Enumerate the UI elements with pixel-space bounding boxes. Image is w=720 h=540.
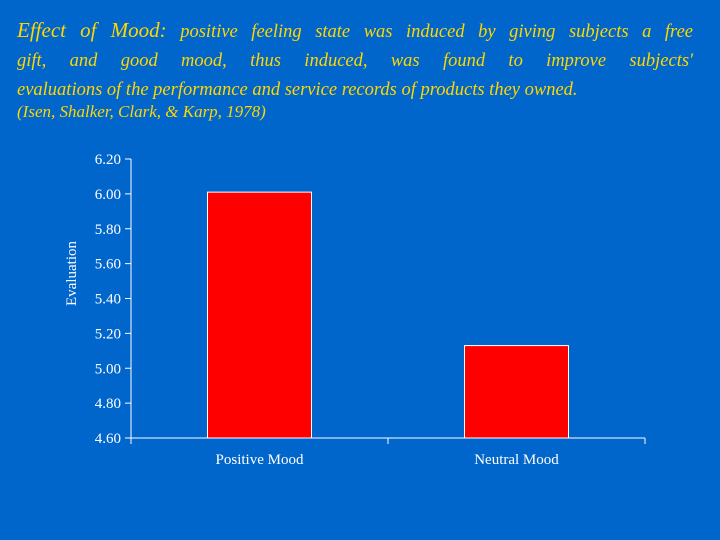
y-tick-label: 4.60 bbox=[95, 431, 121, 447]
y-tick-label: 5.60 bbox=[95, 257, 121, 273]
bar-positive-mood bbox=[207, 191, 312, 439]
y-tick-label: 5.80 bbox=[95, 222, 121, 238]
y-tick-label: 6.20 bbox=[95, 152, 121, 168]
y-tick-label: 5.00 bbox=[95, 361, 121, 377]
heading-line-3: evaluations of the performance and servi… bbox=[17, 80, 578, 100]
heading-body-1: positive feeling state was induced by gi… bbox=[166, 22, 693, 42]
y-tick-label: 5.40 bbox=[95, 292, 121, 308]
heading-lead: Effect of Mood: bbox=[17, 18, 167, 42]
citation: (Isen, Shalker, Clark, & Karp, 1978) bbox=[17, 102, 266, 121]
x-tick-label: Positive Mood bbox=[216, 452, 304, 468]
y-tick-label: 4.80 bbox=[95, 396, 121, 412]
bar-neutral-mood bbox=[464, 345, 569, 439]
x-tick-label: Neutral Mood bbox=[474, 452, 559, 468]
y-ticks-group: 4.60 4.80 5.00 5.20 5.40 5.60 5.80 6.00 6.20 bbox=[95, 152, 131, 447]
heading-line-2: gift, and good mood, thus induced, was f… bbox=[17, 51, 693, 71]
heading-line-1: Effect of Mood: positive feeling state w… bbox=[17, 16, 693, 47]
x-ticks-group: Positive Mood Neutral Mood bbox=[130, 438, 646, 468]
y-tick-label: 5.20 bbox=[95, 326, 121, 342]
bars-group bbox=[207, 191, 569, 439]
y-axis-label: Evaluation bbox=[64, 241, 80, 306]
y-tick-label: 6.00 bbox=[95, 187, 121, 203]
heading: Effect of Mood: positive feeling state w… bbox=[17, 16, 693, 105]
